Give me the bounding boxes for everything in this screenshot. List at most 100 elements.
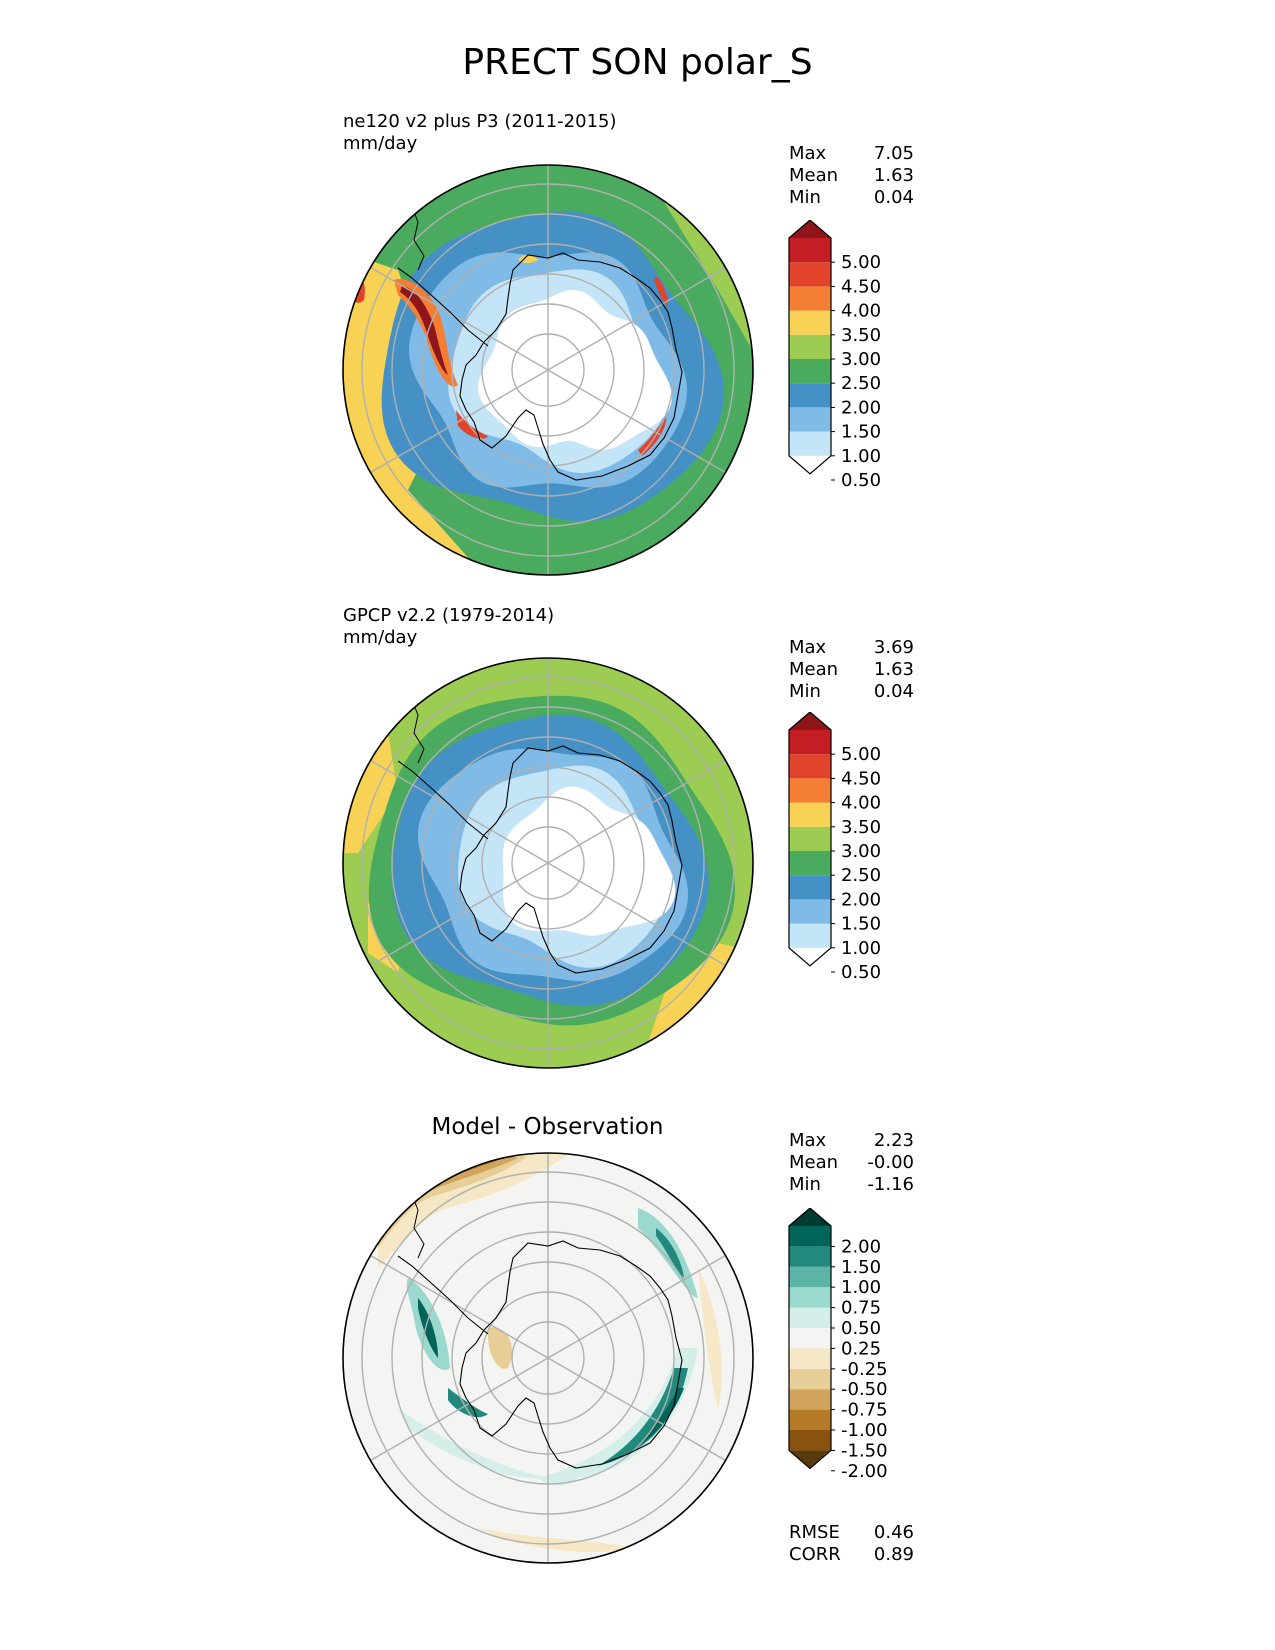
difference-colorbar-swatch <box>789 1368 831 1390</box>
south-america-coastline <box>409 201 425 271</box>
field-red <box>456 410 488 439</box>
test-colorbar-tick-label: 3.00 <box>841 349 881 370</box>
reference-colorbar-extend-min <box>789 947 831 966</box>
stat-label: Min <box>789 681 821 702</box>
longitude-line <box>547 369 726 474</box>
reference-colorbar-tick-label: 0.50 <box>841 962 881 983</box>
reference-colorbar-tick-label: 1.50 <box>841 914 881 935</box>
test-polar-map <box>342 164 754 576</box>
stat-value: 0.04 <box>873 681 914 702</box>
reference-colorbar-tick-label: 2.50 <box>841 865 881 886</box>
test-colorbar-swatch <box>789 407 831 432</box>
panel-1-subtitle: ne120 v2 plus P3 (2011-2015) <box>343 111 617 132</box>
test-colorbar-swatch <box>789 383 831 408</box>
difference-colorbar-swatch <box>789 1246 831 1267</box>
reference-colorbar-swatch <box>789 851 831 876</box>
test-colorbar-tick-label: 0.50 <box>841 470 881 491</box>
difference-colorbar-tick-label: 1.00 <box>841 1277 881 1298</box>
stat-label: Max <box>789 1130 827 1151</box>
stat-value: -1.16 <box>867 1174 914 1195</box>
difference-colorbar-tick-label: -1.00 <box>841 1420 888 1441</box>
longitude-line <box>547 266 726 371</box>
longitude-line <box>547 759 726 864</box>
panel-2-stats: Max 3.69 Mean 1.63 Min 0.04 <box>789 637 914 703</box>
longitude-line <box>370 1357 549 1462</box>
difference-colorbar-tick-label: 1.50 <box>841 1257 881 1278</box>
panel-2-units: mm/day <box>343 627 418 648</box>
stat-value: 7.05 <box>873 143 914 164</box>
stat-value: -0.00 <box>867 1152 914 1173</box>
reference-colorbar-extend-max <box>789 712 831 730</box>
graticule <box>361 658 735 1068</box>
difference-colorbar-swatch <box>789 1389 831 1410</box>
longitude-line <box>547 1254 726 1359</box>
field-tan-east <box>698 1268 722 1408</box>
longitude-line <box>547 1357 726 1462</box>
reference-colorbar: 5.00 4.50 4.00 3.50 3.00 2.50 2.00 1.50 1.00 0.50 <box>788 712 881 983</box>
test-colorbar-swatch <box>789 262 831 287</box>
reference-colorbar-tick-label: 4.50 <box>841 768 881 789</box>
field-teal-dark-se <box>598 1368 688 1466</box>
difference-colorbar-tick-label: 0.25 <box>841 1338 881 1359</box>
test-colorbar-tick-label: 4.00 <box>841 301 881 322</box>
field-yellow-spot <box>518 254 538 263</box>
test-colorbar-tick-label: 3.50 <box>841 325 881 346</box>
test-colorbar-swatch <box>789 431 831 456</box>
panel-1-units: mm/day <box>343 133 418 154</box>
metric-value: 0.89 <box>873 1544 914 1565</box>
antarctica-coastline <box>459 1240 683 1469</box>
test-colorbar-swatch <box>789 310 831 335</box>
reference-colorbar-swatch <box>789 730 831 755</box>
test-colorbar-extend-max <box>789 220 831 238</box>
stat-value: 0.04 <box>873 187 914 208</box>
test-colorbar-swatch <box>789 286 831 311</box>
difference-colorbar-swatch <box>789 1287 831 1308</box>
metric-value: 0.46 <box>873 1522 914 1543</box>
longitude-line <box>370 759 549 864</box>
difference-colorbar-swatch <box>789 1348 831 1369</box>
difference-colorbar-tick-label: 2.00 <box>841 1236 881 1257</box>
reference-colorbar-swatch <box>789 826 831 851</box>
difference-colorbar-swatch <box>789 1430 831 1451</box>
difference-colorbar-swatch <box>789 1328 831 1349</box>
difference-colorbar-tick-label: -0.25 <box>841 1359 888 1380</box>
stat-label: Max <box>789 143 827 164</box>
south-america-coastline <box>409 694 425 764</box>
antarctica-coastline <box>459 745 683 974</box>
difference-colorbar-tick-label: 0.50 <box>841 1318 881 1339</box>
stat-value: 2.23 <box>873 1130 914 1151</box>
difference-colorbar-extend-max <box>789 1208 831 1226</box>
longitude-line <box>370 862 549 967</box>
reference-colorbar-tick-label: 3.50 <box>841 817 881 838</box>
stat-label: Min <box>789 1174 821 1195</box>
antarctic-peninsula-coastline <box>397 760 489 840</box>
stat-value: 1.63 <box>873 165 914 186</box>
test-colorbar-tick-label: 5.00 <box>841 252 881 273</box>
longitude-line <box>370 266 549 371</box>
field-teal-dark-ne <box>656 1228 684 1278</box>
stat-value: 1.63 <box>873 659 914 680</box>
reference-colorbar-tick-label: 3.00 <box>841 841 881 862</box>
field-tan-south <box>478 1528 638 1552</box>
reference-colorbar-swatch <box>789 923 831 948</box>
difference-colorbar-swatch <box>789 1226 831 1247</box>
difference-title: Model - Observation <box>431 1114 664 1140</box>
stat-label: Mean <box>789 1152 839 1173</box>
difference-colorbar-tick-label: -0.50 <box>841 1379 888 1400</box>
difference-metrics: RMSE 0.46 CORR 0.89 <box>789 1522 914 1566</box>
field-teal-darkest <box>638 1388 684 1446</box>
field-darkred <box>400 286 448 375</box>
difference-colorbar-tick-label: -2.00 <box>841 1461 888 1482</box>
field-red <box>638 416 667 456</box>
panel-3-stats: Max 2.23 Mean -0.00 Min -1.16 <box>789 1130 914 1196</box>
stat-label: Max <box>789 637 827 658</box>
field-teal-darkest-west <box>418 1298 438 1358</box>
south-america-coastline <box>409 1189 425 1259</box>
map-boundary <box>342 1152 754 1564</box>
stat-value: 3.69 <box>873 637 914 658</box>
reference-colorbar-swatch <box>789 875 831 900</box>
map-boundary <box>342 657 754 1069</box>
difference-colorbar-swatch <box>789 1266 831 1288</box>
difference-colorbar-swatch <box>789 1307 831 1328</box>
field-tan-inland <box>487 1327 512 1369</box>
